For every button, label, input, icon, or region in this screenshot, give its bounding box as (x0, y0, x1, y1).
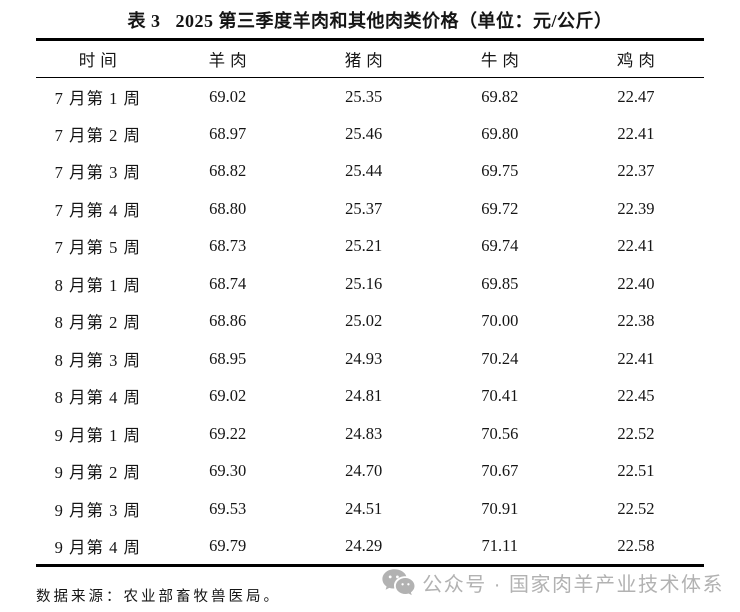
row-time-label: 9 月第 2 周 (54, 463, 141, 483)
price-cell: 70.24 (481, 348, 519, 368)
price-table: 时间 羊肉 猪肉 牛肉 鸡肉 7 月第 1 周 69.02 25.35 69.82 22… (36, 38, 704, 567)
price-cell: 70.91 (481, 498, 519, 518)
col-header-time: 时间 (36, 39, 160, 78)
row-time-label: 9 月第 3 周 (54, 500, 141, 520)
price-cell: 68.73 (209, 236, 247, 256)
price-cell: 24.29 (345, 535, 383, 555)
price-cell: 69.80 (481, 123, 519, 143)
price-cell: 68.86 (209, 311, 247, 331)
price-cell: 70.00 (481, 311, 519, 331)
price-cell: 68.82 (209, 161, 247, 181)
price-cell: 25.35 (345, 86, 383, 106)
table-row: 8 月第 2 周 68.86 25.02 70.00 22.38 (36, 303, 704, 341)
price-cell: 69.02 (209, 86, 247, 106)
price-cell: 22.58 (617, 535, 655, 555)
row-time-label: 7 月第 3 周 (54, 163, 141, 183)
col-header-chicken: 鸡肉 (567, 39, 704, 78)
price-cell: 68.97 (209, 123, 247, 143)
price-cell: 69.72 (481, 198, 519, 218)
price-cell: 22.40 (617, 273, 655, 293)
price-cell: 22.52 (617, 423, 655, 443)
row-time-label: 8 月第 1 周 (54, 275, 141, 295)
col-header-beef: 牛肉 (431, 39, 568, 78)
table-row: 9 月第 1 周 69.22 24.83 70.56 22.52 (36, 415, 704, 453)
price-cell: 69.75 (481, 161, 519, 181)
table-row: 7 月第 2 周 68.97 25.46 69.80 22.41 (36, 115, 704, 153)
table-row: 7 月第 4 周 68.80 25.37 69.72 22.39 (36, 190, 704, 228)
price-cell: 71.11 (481, 535, 519, 555)
row-time-label: 7 月第 5 周 (54, 238, 141, 258)
price-cell: 69.79 (209, 535, 247, 555)
table-title: 表 3 2025 第三季度羊肉和其他肉类价格（单位：元/公斤） (127, 11, 613, 31)
price-cell: 24.51 (345, 498, 383, 518)
price-cell: 69.22 (209, 423, 247, 443)
price-cell: 70.67 (481, 461, 519, 481)
price-cell: 22.41 (617, 236, 655, 256)
price-cell: 22.41 (617, 123, 655, 143)
row-time-label: 7 月第 4 周 (54, 200, 141, 220)
price-cell: 22.47 (617, 86, 655, 106)
price-cell: 22.51 (617, 461, 655, 481)
wechat-icon (382, 569, 415, 596)
price-cell: 25.37 (345, 198, 383, 218)
row-time-label: 9 月第 4 周 (54, 537, 141, 557)
price-cell: 25.44 (345, 161, 383, 181)
price-cell: 68.80 (209, 198, 247, 218)
row-time-label: 8 月第 2 周 (54, 313, 141, 333)
price-cell: 68.95 (209, 348, 247, 368)
price-cell: 70.41 (481, 386, 519, 406)
price-cell: 24.83 (345, 423, 383, 443)
price-cell: 22.45 (617, 386, 655, 406)
price-cell: 25.02 (345, 311, 383, 331)
price-cell: 22.37 (617, 161, 655, 181)
price-table-wrap: 时间 羊肉 猪肉 牛肉 鸡肉 7 月第 1 周 69.02 25.35 69.82 22… (36, 38, 704, 567)
table-row: 7 月第 5 周 68.73 25.21 69.74 22.41 (36, 228, 704, 266)
price-cell: 24.93 (345, 348, 383, 368)
price-cell: 24.70 (345, 461, 383, 481)
price-cell: 25.46 (345, 123, 383, 143)
table-row: 7 月第 3 周 68.82 25.44 69.75 22.37 (36, 153, 704, 191)
table-row: 7 月第 1 周 69.02 25.35 69.82 22.47 (36, 78, 704, 116)
price-cell: 24.81 (345, 386, 383, 406)
table-row: 8 月第 3 周 68.95 24.93 70.24 22.41 (36, 340, 704, 378)
price-cell: 22.39 (617, 198, 655, 218)
table-row: 8 月第 4 周 69.02 24.81 70.41 22.45 (36, 378, 704, 416)
price-cell: 68.74 (209, 273, 247, 293)
row-time-label: 7 月第 2 周 (54, 125, 141, 145)
price-cell: 25.21 (345, 236, 383, 256)
price-cell: 22.41 (617, 348, 655, 368)
row-time-label: 7 月第 1 周 (54, 88, 141, 108)
col-header-pork: 猪肉 (295, 39, 432, 78)
price-cell: 25.16 (345, 273, 383, 293)
table-row: 9 月第 3 周 69.53 24.51 70.91 22.52 (36, 490, 704, 528)
row-time-label: 8 月第 3 周 (54, 350, 141, 370)
price-cell: 22.52 (617, 498, 655, 518)
table-row: 9 月第 4 周 69.79 24.29 71.11 22.58 (36, 528, 704, 566)
col-header-mutton: 羊肉 (159, 39, 296, 78)
price-cell: 70.56 (481, 423, 519, 443)
price-cell: 69.74 (481, 236, 519, 256)
price-cell: 69.30 (209, 461, 247, 481)
watermark-text: 公众号 · 国家肉羊产业技术体系 (422, 573, 724, 596)
table-row: 9 月第 2 周 69.30 24.70 70.67 22.51 (36, 453, 704, 491)
row-time-label: 9 月第 1 周 (54, 425, 141, 445)
price-cell: 69.85 (481, 273, 519, 293)
price-cell: 69.82 (481, 86, 519, 106)
header-row: 时间 羊肉 猪肉 牛肉 鸡肉 (36, 39, 704, 78)
price-cell: 69.02 (209, 386, 247, 406)
price-cell: 22.38 (617, 311, 655, 331)
price-cell: 69.53 (209, 498, 247, 518)
table-body: 7 月第 1 周 69.02 25.35 69.82 22.47 7 月第 2 周 68.9… (36, 78, 704, 566)
row-time-label: 8 月第 4 周 (54, 388, 141, 408)
table-row: 8 月第 1 周 68.74 25.16 69.85 22.40 (36, 265, 704, 303)
data-source-note: 数据来源：农业部畜牧兽医局。 (36, 589, 281, 605)
watermark: 公众号 · 国家肉羊产业技术体系 (381, 567, 724, 597)
